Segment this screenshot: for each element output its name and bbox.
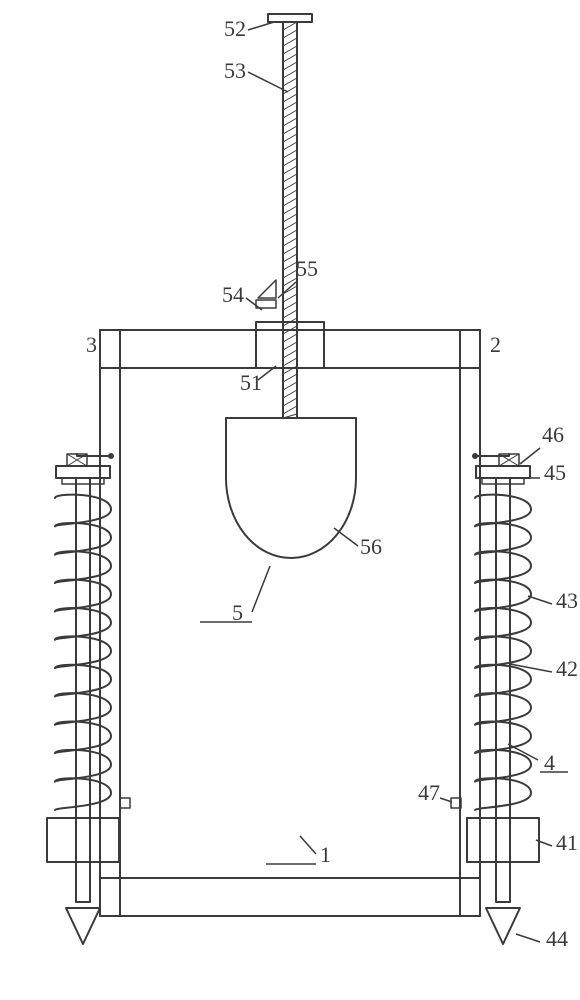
- label-52: 52: [224, 16, 274, 41]
- svg-text:52: 52: [224, 16, 246, 41]
- svg-text:55: 55: [296, 256, 318, 281]
- label-45: 45: [514, 460, 566, 485]
- threaded-rod: [283, 22, 297, 418]
- svg-text:47: 47: [418, 780, 440, 805]
- bottom-beam: [100, 878, 480, 916]
- svg-text:51: 51: [240, 370, 262, 395]
- svg-text:44: 44: [546, 926, 568, 951]
- screw-assembly-right: [467, 453, 539, 944]
- label-1: 1: [266, 836, 331, 867]
- svg-text:3: 3: [86, 332, 97, 357]
- svg-text:46: 46: [542, 422, 564, 447]
- notch-left: [120, 798, 130, 808]
- pointer-rest: [256, 300, 276, 308]
- svg-text:2: 2: [490, 332, 501, 357]
- svg-text:42: 42: [556, 656, 578, 681]
- svg-text:54: 54: [222, 282, 244, 307]
- svg-text:56: 56: [360, 534, 382, 559]
- label-3: 3: [86, 332, 97, 357]
- label-41: 41: [536, 830, 578, 855]
- svg-text:53: 53: [224, 58, 246, 83]
- svg-text:5: 5: [232, 600, 243, 625]
- svg-text:43: 43: [556, 588, 578, 613]
- label-43: 43: [528, 588, 578, 613]
- label-2: 2: [490, 332, 501, 357]
- label-56: 56: [334, 528, 382, 559]
- bucket: [226, 418, 356, 558]
- label-44: 44: [516, 926, 568, 951]
- label-53: 53: [224, 58, 288, 92]
- pointer-triangle: [258, 280, 276, 298]
- label-47: 47: [418, 780, 452, 805]
- label-46: 46: [520, 422, 564, 464]
- svg-text:4: 4: [544, 750, 555, 775]
- screw-assembly-left: [47, 453, 119, 944]
- svg-text:1: 1: [320, 842, 331, 867]
- rod-cap: [268, 14, 312, 22]
- slider-block: [256, 322, 324, 368]
- svg-text:41: 41: [556, 830, 578, 855]
- right-post: [460, 330, 480, 916]
- label-5: 5: [200, 566, 270, 625]
- svg-text:45: 45: [544, 460, 566, 485]
- label-4: 4: [508, 744, 568, 775]
- label-51: 51: [240, 366, 276, 395]
- label-54: 54: [222, 282, 262, 310]
